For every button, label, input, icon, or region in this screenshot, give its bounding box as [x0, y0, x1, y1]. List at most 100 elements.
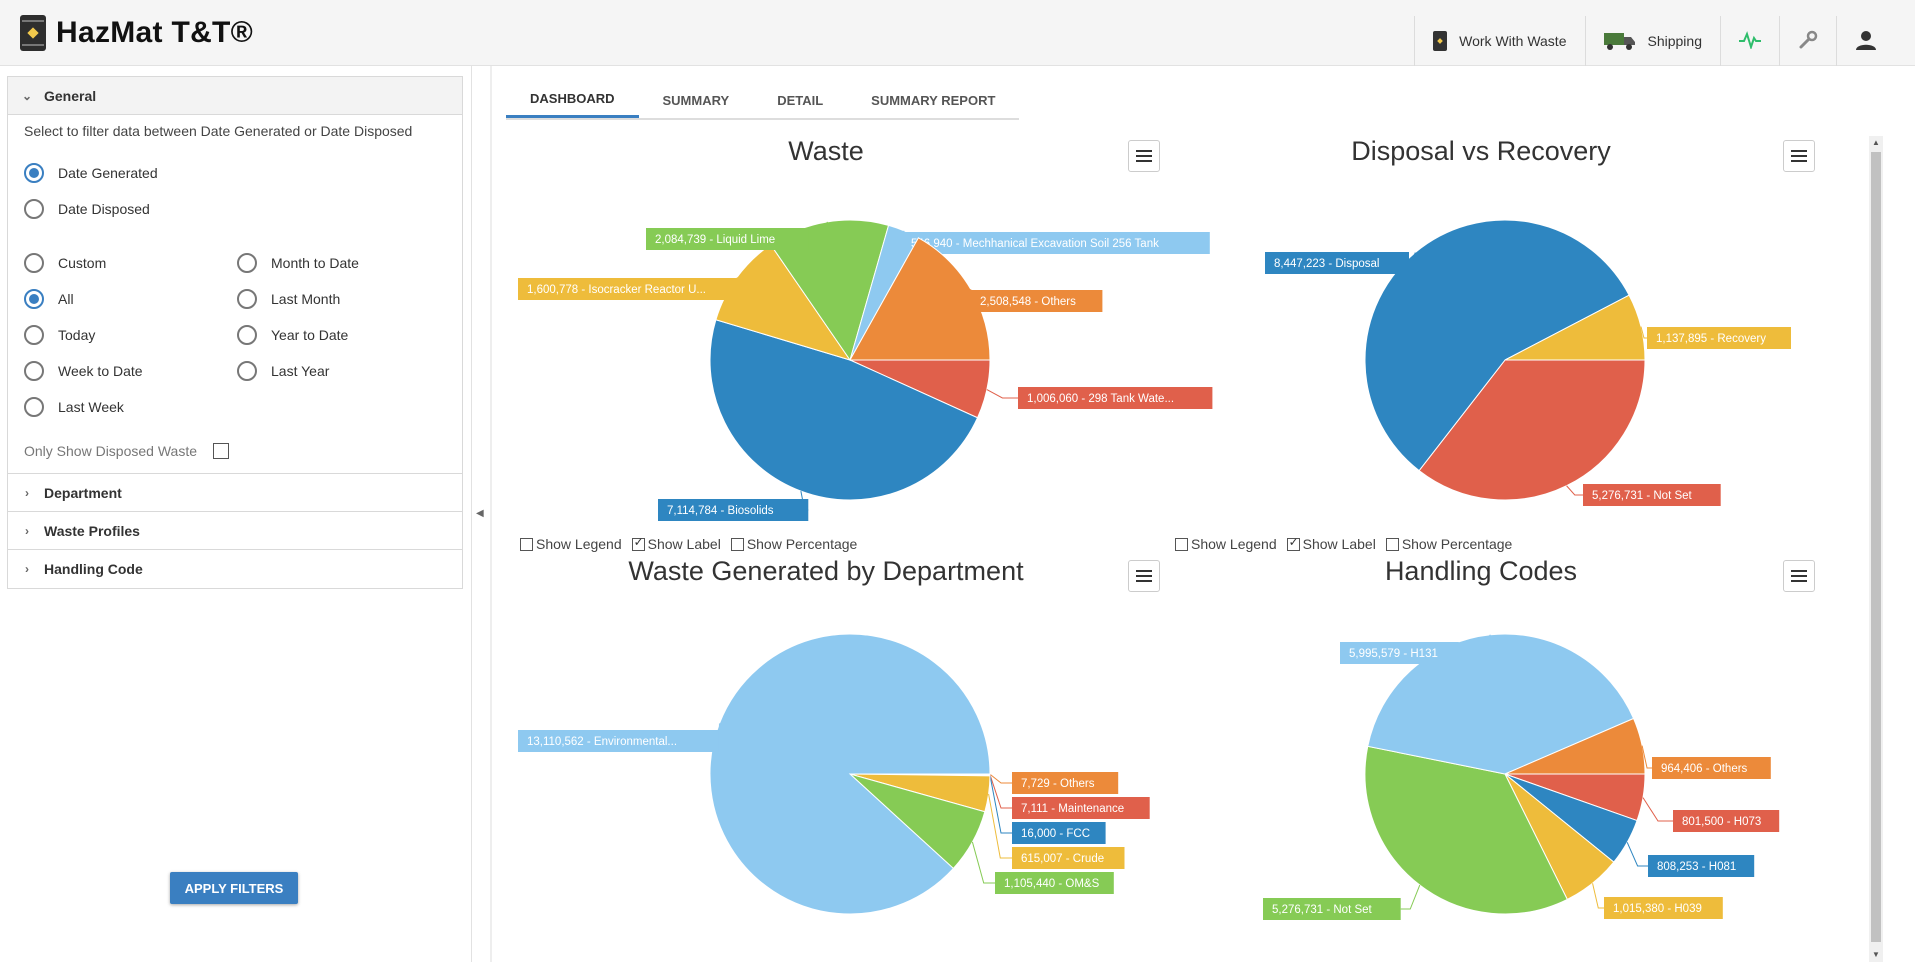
show-label-checkbox[interactable]: Show Label — [632, 536, 721, 552]
section-title: Waste Profiles — [44, 523, 140, 539]
label-connector — [1567, 486, 1583, 495]
top-nav: Work With Waste Shipping — [1414, 16, 1895, 66]
radio-date-disposed[interactable]: Date Disposed — [24, 199, 150, 219]
radio-week-to-date[interactable]: Week to Date — [24, 361, 143, 381]
tab-dashboard[interactable]: DASHBOARD — [506, 82, 639, 118]
nav-user[interactable] — [1836, 16, 1895, 66]
radio-label: All — [58, 291, 74, 307]
pie-chart: 1,006,060 - 298 Tank Wate...7,114,784 - … — [506, 134, 1166, 534]
data-label: 2,084,739 - Liquid Lime — [655, 234, 775, 246]
radio-label: Month to Date — [271, 255, 359, 271]
data-label: 801,500 - H073 — [1682, 816, 1761, 828]
chart-waste: Waste 1,006,060 - 298 Tank Wate...7,114,… — [506, 134, 1166, 554]
nav-activity[interactable] — [1720, 16, 1779, 66]
radio-icon — [24, 325, 44, 345]
show-legend-checkbox[interactable]: Show Legend — [1175, 536, 1277, 552]
section-waste-profiles-header[interactable]: › Waste Profiles — [8, 512, 462, 550]
collapse-sidebar-icon[interactable]: ◀ — [476, 508, 486, 519]
vertical-scrollbar[interactable]: ▲ ▼ — [1869, 136, 1883, 962]
option-label: Show Legend — [536, 536, 622, 552]
radio-last-week[interactable]: Last Week — [24, 397, 124, 417]
data-label: 615,007 - Crude — [1021, 853, 1104, 865]
chart-waste-by-department: Waste Generated by Department 7,729 - Ot… — [506, 554, 1166, 974]
radio-month-to-date[interactable]: Month to Date — [237, 253, 359, 273]
scrollbar-thumb[interactable] — [1871, 152, 1881, 942]
scroll-up-icon[interactable]: ▲ — [1869, 136, 1883, 150]
data-label: 1,015,380 - H039 — [1613, 903, 1702, 915]
radio-today[interactable]: Today — [24, 325, 95, 345]
tab-bar: DASHBOARD SUMMARY DETAIL SUMMARY REPORT — [506, 82, 1019, 120]
show-percentage-checkbox[interactable]: Show Percentage — [1386, 536, 1513, 552]
filter-panel: ⌄ General Select to filter data between … — [7, 76, 463, 589]
radio-custom[interactable]: Custom — [24, 253, 106, 273]
filter-sidebar: ⌄ General Select to filter data between … — [0, 66, 472, 962]
option-label: Show Label — [648, 536, 721, 552]
data-label: 7,111 - Maintenance — [1021, 803, 1124, 815]
chevron-right-icon: › — [20, 524, 34, 538]
pie-slice[interactable] — [710, 634, 990, 914]
section-general-header[interactable]: ⌄ General — [8, 77, 462, 115]
radio-label: Custom — [58, 255, 106, 271]
only-disposed-checkbox[interactable] — [213, 443, 229, 459]
radio-last-month[interactable]: Last Month — [237, 289, 340, 309]
radio-label: Today — [58, 327, 95, 343]
only-disposed-label: Only Show Disposed Waste — [24, 443, 197, 459]
data-label: 7,729 - Others — [1021, 778, 1095, 790]
app-logo[interactable]: HazMat T&T® — [20, 14, 253, 52]
radio-year-to-date[interactable]: Year to Date — [237, 325, 348, 345]
option-label: Show Percentage — [1402, 536, 1513, 552]
data-label: 964,406 - Others — [1661, 763, 1748, 775]
nav-shipping[interactable]: Shipping — [1585, 16, 1721, 66]
truck-icon — [1604, 31, 1636, 51]
label-connector — [1643, 798, 1673, 821]
panel-divider[interactable] — [490, 66, 492, 962]
section-handling-code-header[interactable]: › Handling Code — [8, 550, 462, 588]
apply-filters-button[interactable]: APPLY FILTERS — [170, 872, 298, 904]
section-title: Handling Code — [44, 561, 143, 577]
radio-label: Last Month — [271, 291, 340, 307]
data-label: 808,253 - H081 — [1657, 861, 1736, 873]
option-label: Show Legend — [1191, 536, 1277, 552]
chart-options: Show Legend Show Label Show Percentage — [520, 536, 867, 552]
radio-label: Date Disposed — [58, 201, 150, 217]
checkbox-icon — [731, 538, 744, 551]
data-label: 8,447,223 - Disposal — [1274, 258, 1379, 270]
show-legend-checkbox[interactable]: Show Legend — [520, 536, 622, 552]
tab-summary-report[interactable]: SUMMARY REPORT — [847, 82, 1019, 118]
data-label: 7,114,784 - Biosolids — [667, 505, 774, 517]
show-label-checkbox[interactable]: Show Label — [1287, 536, 1376, 552]
radio-label: Date Generated — [58, 165, 158, 181]
chevron-down-icon: ⌄ — [20, 89, 34, 103]
tab-detail[interactable]: DETAIL — [753, 82, 847, 118]
radio-icon — [24, 361, 44, 381]
activity-pulse-icon — [1739, 31, 1761, 52]
data-label: 1,137,895 - Recovery — [1656, 333, 1766, 345]
tab-summary[interactable]: SUMMARY — [639, 82, 754, 118]
wrench-icon — [1798, 30, 1818, 53]
radio-all[interactable]: All — [24, 289, 74, 309]
option-label: Show Percentage — [747, 536, 858, 552]
checkbox-icon — [520, 538, 533, 551]
section-department-header[interactable]: › Department — [8, 474, 462, 512]
label-connector — [987, 390, 1018, 398]
data-label: 2,508,548 - Others — [980, 296, 1076, 308]
data-label: 5,276,731 - Not Set — [1592, 490, 1693, 502]
scroll-down-icon[interactable]: ▼ — [1869, 948, 1883, 962]
data-label: 546,940 - Mechhanical Excavation Soil 25… — [911, 238, 1159, 250]
radio-date-generated[interactable]: Date Generated — [24, 163, 158, 183]
data-label: 13,110,562 - Environmental... — [527, 736, 677, 748]
user-icon — [1855, 29, 1877, 54]
checkbox-icon — [1175, 538, 1188, 551]
radio-icon — [24, 253, 44, 273]
chevron-right-icon: › — [20, 486, 34, 500]
checkbox-icon — [1287, 538, 1300, 551]
radio-last-year[interactable]: Last Year — [237, 361, 329, 381]
drum-logo-icon — [20, 15, 46, 51]
nav-work-with-waste[interactable]: Work With Waste — [1414, 16, 1584, 66]
nav-settings[interactable] — [1779, 16, 1836, 66]
option-label: Show Label — [1303, 536, 1376, 552]
show-percentage-checkbox[interactable]: Show Percentage — [731, 536, 858, 552]
chart-disposal-vs-recovery: Disposal vs Recovery 5,276,731 - Not Set… — [1161, 134, 1821, 554]
